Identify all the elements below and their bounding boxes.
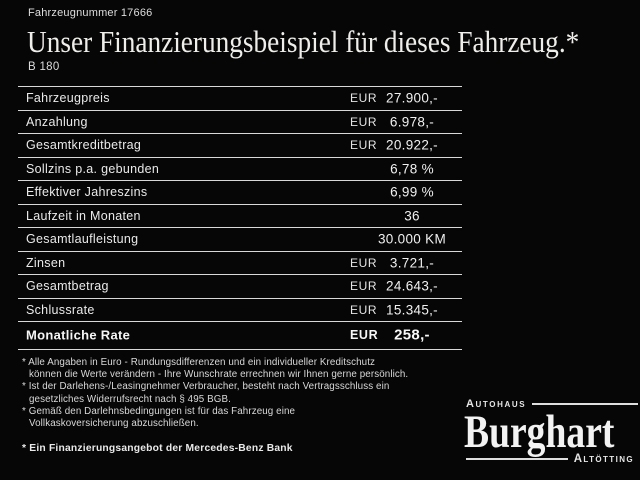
row-value: 36 (404, 208, 420, 224)
dealer-logo-name: Burghart (464, 406, 615, 458)
row-currency: EUR (350, 91, 378, 106)
row-value: 3.721,- (389, 255, 435, 271)
dealer-logo: Autohaus Burghart Altötting (464, 399, 638, 477)
table-row: Effektiver Jahreszins 6,99 % (18, 181, 462, 205)
table-row-monthly-rate: Monatliche Rate EUR 258,- (18, 322, 462, 350)
vehicle-number: Fahrzeugnummer 17666 (28, 7, 153, 19)
table-row: Schlussrate EUR 15.345,- (18, 299, 462, 322)
table-row: Gesamtlaufleistung 30.000 KM (18, 228, 462, 252)
footnote-line: * Gemäß den Darlehnsbedingungen ist für … (22, 405, 296, 417)
row-currency: EUR (350, 138, 378, 153)
footnotes: * Alle Angaben in Euro - Rundungsdiffere… (22, 357, 470, 455)
dealer-logo-top: Autohaus (466, 398, 638, 410)
row-label: Zinsen (26, 255, 66, 270)
dealer-logo-autohaus-label: Autohaus (466, 398, 527, 410)
row-label: Anzahlung (26, 114, 88, 129)
table-row: Laufzeit in Monaten 36 (18, 205, 462, 228)
row-value: 6,78 % (390, 161, 434, 177)
finance-table: Fahrzeugpreis EUR 27.900,- Anzahlung EUR… (18, 86, 462, 350)
footnote-line: * Ist der Darlehens-/Leasingnehmer Verbr… (22, 381, 390, 393)
table-row: Sollzins p.a. gebunden 6,78 % (18, 158, 462, 181)
row-value: 15.345,- (386, 302, 438, 318)
row-value: 6.978,- (389, 114, 435, 130)
row-label: Monatliche Rate (26, 327, 131, 343)
table-row: Gesamtkreditbetrag EUR 20.922,- (18, 134, 462, 158)
dealer-logo-city-label: Altötting (573, 453, 634, 465)
row-label: Fahrzeugpreis (26, 91, 110, 106)
row-value: 6,99 % (390, 184, 434, 200)
footnote-line: Vollkaskoversicherung abzuschließen. (29, 418, 199, 430)
table-row: Anzahlung EUR 6.978,- (18, 111, 462, 134)
footnote-line: gesetzliches Widerrufsrecht nach § 495 B… (29, 393, 231, 405)
row-value: 27.900,- (386, 90, 438, 106)
page-title: Unser Finanzierungsbeispiel für dieses F… (27, 24, 580, 59)
dealer-logo-rule-top (532, 403, 638, 405)
row-label: Gesamtlaufleistung (26, 232, 139, 247)
row-label: Laufzeit in Monaten (26, 208, 141, 223)
row-currency: EUR (350, 328, 379, 343)
dealer-logo-rule-bottom (466, 458, 568, 460)
row-label: Gesamtkreditbetrag (26, 138, 142, 153)
row-label: Schlussrate (26, 302, 95, 317)
table-row: Gesamtbetrag EUR 24.643,- (18, 275, 462, 299)
table-row: Fahrzeugpreis EUR 27.900,- (18, 87, 462, 111)
row-currency: EUR (350, 114, 378, 129)
row-label: Effektiver Jahreszins (26, 185, 148, 200)
row-currency: EUR (350, 255, 378, 270)
table-row: Zinsen EUR 3.721,- (18, 252, 462, 275)
row-value: 24.643,- (386, 278, 438, 294)
row-value: 20.922,- (386, 137, 438, 153)
row-value: 30.000 KM (378, 231, 446, 247)
row-currency: EUR (350, 279, 378, 294)
row-label: Gesamtbetrag (26, 279, 109, 294)
row-label: Sollzins p.a. gebunden (26, 161, 160, 176)
row-value: 258,- (394, 326, 430, 344)
vehicle-model: B 180 (28, 61, 60, 73)
footnote-line: können die Werte verändern - Ihre Wunsch… (29, 369, 409, 381)
row-currency: EUR (350, 302, 378, 317)
footnote-line: * Alle Angaben in Euro - Rundungsdiffere… (22, 357, 376, 368)
dealer-logo-bottom: Altötting (466, 453, 634, 465)
financing-bank-note: * Ein Finanzierungsangebot der Mercedes-… (22, 443, 293, 455)
